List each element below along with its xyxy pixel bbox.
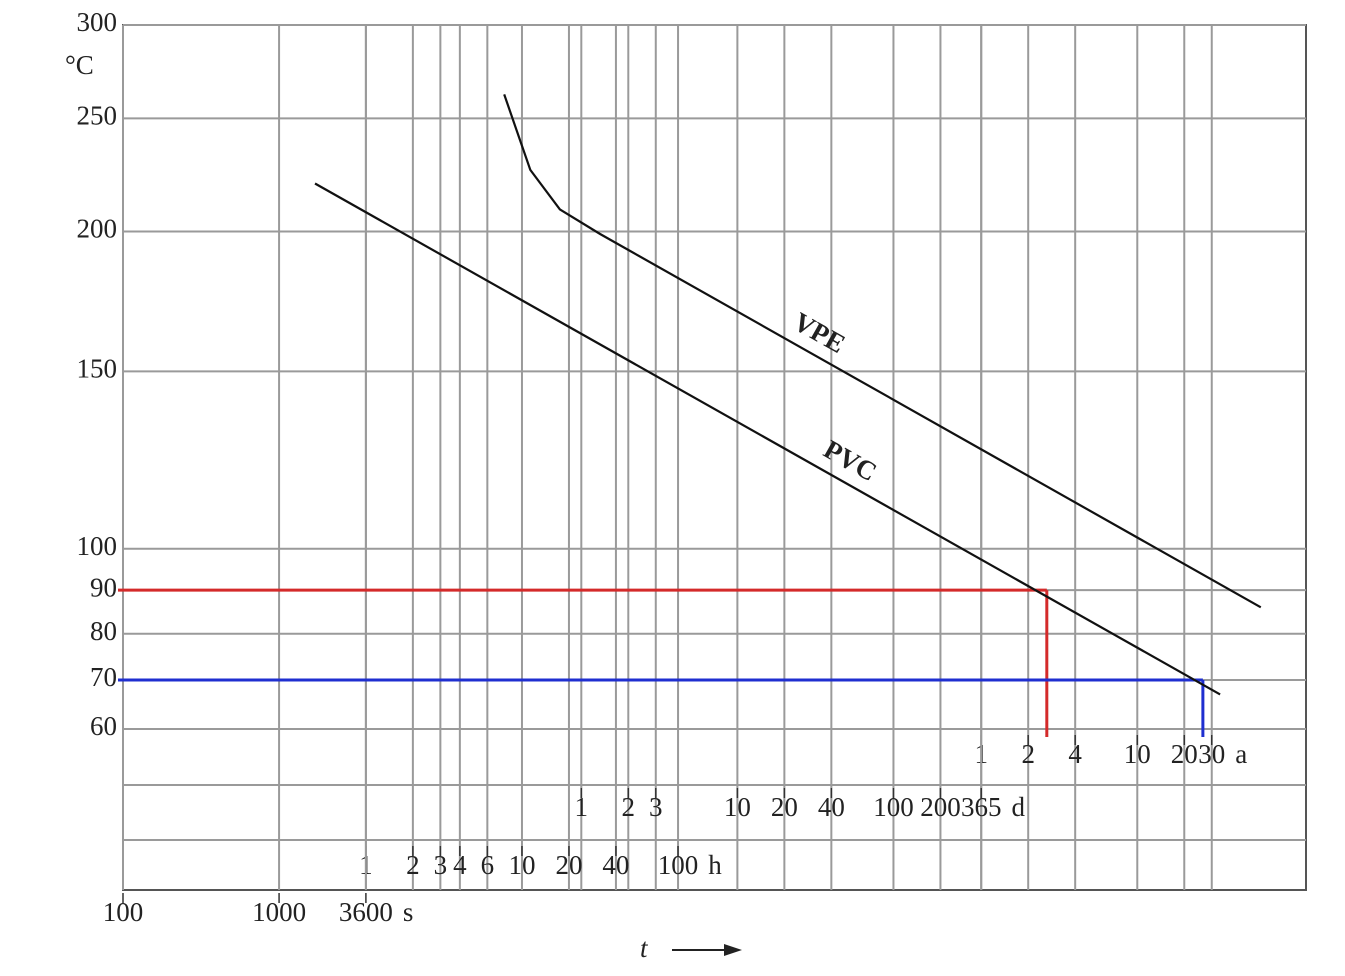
x-tick-label: 2	[622, 792, 636, 822]
x-tick-label: 1	[575, 792, 589, 822]
y-tick-label: 70	[90, 662, 117, 692]
x-axis-arrow	[672, 944, 742, 956]
x-tick-label: 200	[920, 792, 961, 822]
series-label: VPE	[789, 306, 851, 359]
x-tick-label: 10	[508, 850, 535, 880]
y-tick-label: 300	[77, 7, 118, 37]
arrow-head	[724, 944, 742, 956]
y-tick-label: 100	[77, 531, 118, 561]
x-tick-label: 20	[1171, 739, 1198, 769]
x-tick-label: 2	[406, 850, 420, 880]
y-tick-label: 60	[90, 711, 117, 741]
time-unit-label: a	[1235, 739, 1247, 769]
x-axis-label: t	[640, 933, 649, 963]
x-tick-label: 30	[1198, 739, 1225, 769]
series-line	[503, 94, 1262, 609]
time-unit-label: d	[1011, 792, 1025, 822]
y-tick-label: 90	[90, 572, 117, 602]
series-line	[314, 182, 1221, 696]
x-tick-label: 4	[1068, 739, 1082, 769]
x-tick-label: 3	[434, 850, 448, 880]
x-tick-label: 3600	[339, 897, 393, 927]
x-tick-label: 100	[658, 850, 699, 880]
x-tick-label: 1000	[252, 897, 306, 927]
time-unit-label: h	[708, 850, 722, 880]
time-unit-label: s	[403, 897, 414, 927]
y-tick-label: 250	[77, 101, 118, 131]
y-tick-label: 150	[77, 354, 118, 384]
series-label: PVC	[819, 434, 882, 487]
x-tick-label: 40	[818, 792, 845, 822]
x-tick-label: 100	[103, 897, 144, 927]
x-tick-label: 10	[1124, 739, 1151, 769]
y-tick-label: 200	[77, 214, 118, 244]
y-tick-label: 80	[90, 616, 117, 646]
x-tick-label: 3	[649, 792, 663, 822]
x-tick-label: 365	[961, 792, 1002, 822]
x-tick-label: 40	[602, 850, 629, 880]
x-tick-label: 4	[453, 850, 467, 880]
x-tick-label: 100	[873, 792, 914, 822]
x-tick-label: 6	[481, 850, 495, 880]
x-tick-label: 20	[771, 792, 798, 822]
y-unit: °C	[65, 50, 94, 80]
x-tick-label: 2	[1021, 739, 1035, 769]
x-tick-label: 20	[555, 850, 582, 880]
x-tick-label: 10	[724, 792, 751, 822]
